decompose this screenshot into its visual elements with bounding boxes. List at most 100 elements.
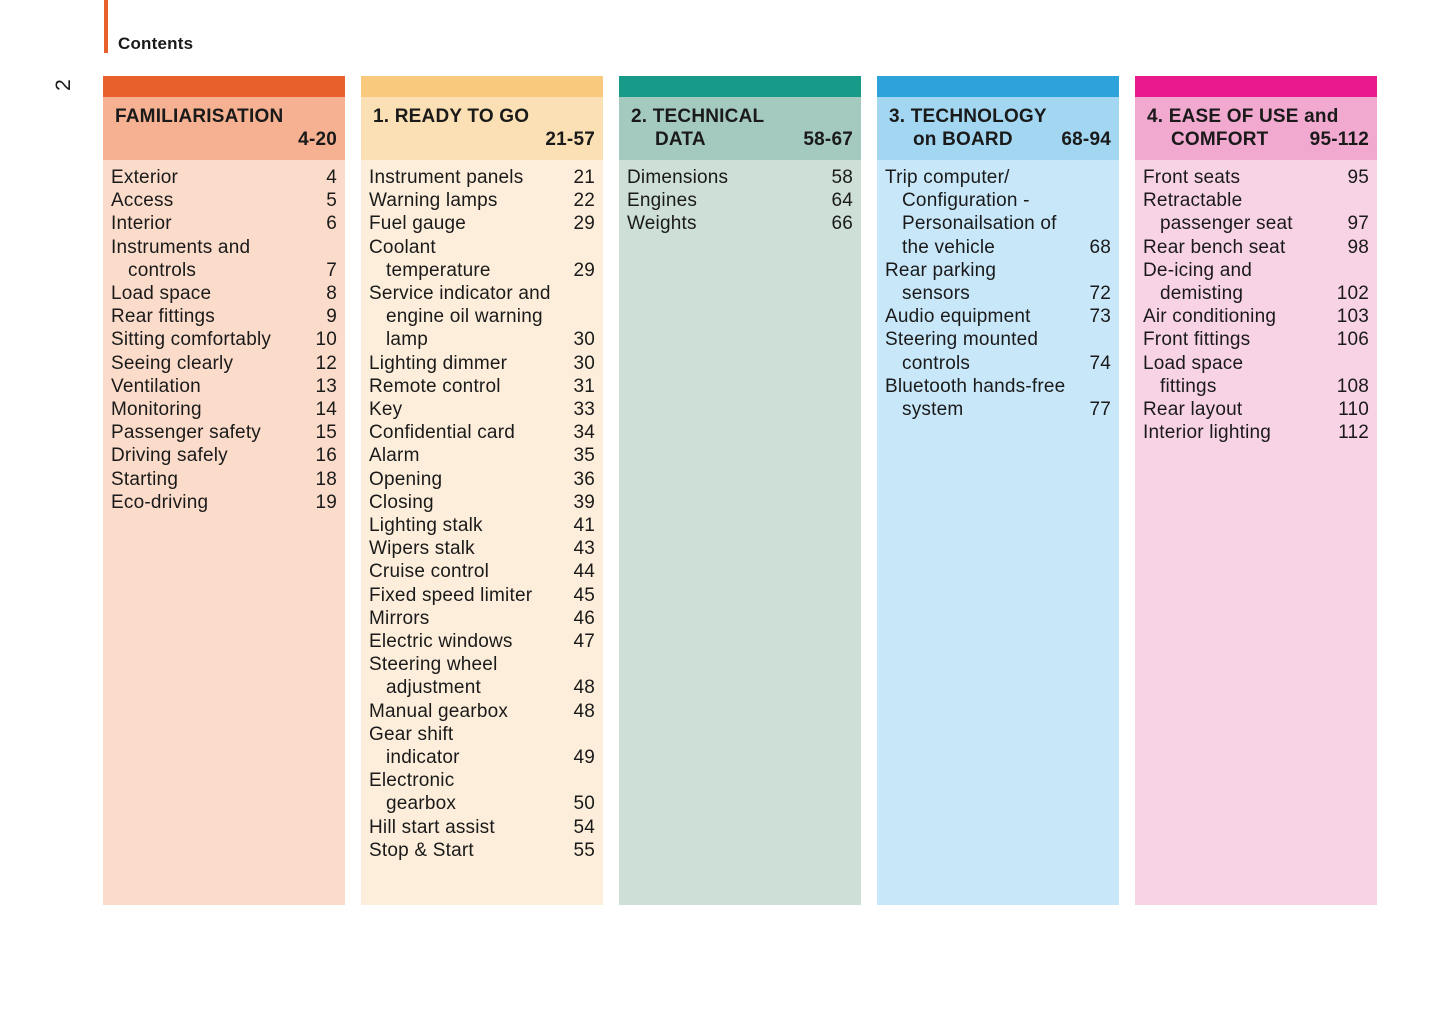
section-title: FAMILIARISATION (115, 106, 284, 127)
entry-label: Sitting comfortably (111, 329, 272, 351)
entry-page-number: 15 (315, 422, 337, 444)
entry-page-number: 12 (315, 352, 337, 374)
toc-entry: Gear shift indicator 49 (369, 723, 595, 769)
section-color-bar (103, 76, 345, 97)
entry-label: Remote control (369, 375, 501, 397)
entry-label: Key (369, 399, 403, 421)
entry-label: lamp (386, 329, 428, 351)
toc-entry: Key 33 (369, 398, 595, 421)
entry-page-number: 4 (326, 167, 337, 188)
entry-page-number: 41 (573, 515, 595, 537)
entry-label: Manual gearbox (369, 700, 509, 722)
entry-page-number: 14 (315, 399, 337, 421)
entry-label: Electronic (369, 770, 455, 792)
toc-entry: Dimensions 58 (627, 166, 853, 189)
entry-label: Load space (111, 283, 212, 305)
toc-entry: Rear bench seat 98 (1143, 236, 1369, 259)
toc-section: 1. READY TO GO 21-57 Instrument panels 21 Wa… (361, 76, 603, 905)
section-title: 1. READY TO GO (373, 106, 530, 127)
entry-label: Confidential card (369, 422, 515, 444)
entry-label: Wipers stalk (369, 538, 475, 560)
entry-label: Bluetooth hands-free (885, 375, 1066, 397)
entry-label: Eco-driving (111, 491, 209, 513)
entry-label: Opening (369, 468, 443, 490)
toc-entry: Electronic gearbox 50 (369, 769, 595, 815)
section-page-range: 4-20 (298, 129, 337, 150)
section-color-bar (877, 76, 1119, 97)
entry-page-number: 44 (573, 561, 595, 583)
section-entries: Trip computer/Configuration - Personailsa… (877, 160, 1119, 905)
entry-label: Front seats (1143, 167, 1241, 188)
entry-label: Retractable (1143, 190, 1243, 212)
section-page-range: 68-94 (1061, 129, 1111, 150)
entry-label: Electric windows (369, 631, 513, 653)
toc-entry: Access 5 (111, 189, 337, 212)
entry-page-number: 49 (573, 747, 595, 769)
entry-label: Front fittings (1143, 329, 1251, 351)
section-title-line2: DATA (655, 129, 706, 150)
section-title-line2 (115, 128, 139, 151)
entry-label: Seeing clearly (111, 352, 234, 374)
entry-page-number: 45 (573, 584, 595, 606)
toc-entry: Interior lighting 112 (1143, 421, 1369, 444)
entry-label: Steering mounted (885, 329, 1039, 351)
toc-entry: Mirrors 46 (369, 607, 595, 630)
toc-entry: Instruments and controls 7 (111, 236, 337, 282)
entry-label: engine oil warning (386, 306, 543, 328)
entry-page-number: 102 (1336, 283, 1369, 305)
entry-label: Interior lighting (1143, 422, 1272, 444)
entry-page-number: 18 (315, 468, 337, 490)
section-title-line2-row: on BOARD 68-94 (889, 128, 1111, 151)
entry-label: Coolant (369, 236, 436, 258)
entry-label: Monitoring (111, 399, 202, 421)
entry-label: passenger seat (1160, 213, 1293, 235)
entry-page-number: 55 (573, 839, 595, 861)
entry-label: fittings (1160, 375, 1217, 397)
section-color-bar (619, 76, 861, 97)
entry-label: Access (111, 190, 174, 212)
entry-page-number: 97 (1347, 213, 1369, 235)
toc-entry: Lighting stalk 41 (369, 514, 595, 537)
entry-page-number: 95 (1347, 167, 1369, 188)
entry-page-number: 30 (573, 352, 595, 374)
entry-label: Interior (111, 213, 172, 235)
entry-page-number: 74 (1089, 352, 1111, 374)
toc-entry: Warning lamps 22 (369, 189, 595, 212)
entry-label: demisting (1160, 283, 1244, 305)
toc-entry: Stop & Start 55 (369, 839, 595, 862)
toc-entry: Instrument panels 21 (369, 166, 595, 189)
entry-page-number: 110 (1338, 399, 1369, 421)
toc-entry: Fixed speed limiter 45 (369, 584, 595, 607)
entry-page-number: 108 (1336, 375, 1369, 397)
entry-label: Trip computer/ (885, 167, 1010, 188)
entry-page-number: 54 (573, 816, 595, 838)
entry-page-number: 30 (573, 329, 595, 351)
entry-label: Closing (369, 491, 434, 513)
section-entries: Dimensions 58 Engines 64 Weights 66 (619, 160, 861, 905)
toc-section: 4. EASE OF USE and COMFORT 95-112 Front sea… (1135, 76, 1377, 905)
toc-entry: Rear fittings 9 (111, 305, 337, 328)
section-title-line2-row: 4-20 (115, 128, 337, 151)
entry-page-number: 22 (573, 190, 595, 212)
entry-page-number: 16 (315, 445, 337, 467)
section-page-range: 21-57 (545, 129, 595, 150)
entry-label: Rear layout (1143, 399, 1243, 421)
toc-entry: Load space 8 (111, 282, 337, 305)
entry-page-number: 29 (573, 213, 595, 235)
toc-entry: Opening 36 (369, 468, 595, 491)
entry-label: Stop & Start (369, 839, 474, 861)
entry-page-number: 39 (573, 491, 595, 513)
toc-entry: Exterior 4 (111, 166, 337, 189)
toc-entry: Rear layout 110 (1143, 398, 1369, 421)
entry-label: De-icing and (1143, 259, 1253, 281)
toc-section: 3. TECHNOLOGY on BOARD 68-94 Trip computer/… (877, 76, 1119, 905)
section-color-bar (1135, 76, 1377, 97)
entry-label: sensors (902, 283, 970, 305)
entry-label: Engines (627, 190, 698, 212)
entry-page-number: 77 (1089, 399, 1111, 421)
toc-entry: Steering mounted controls 74 (885, 328, 1111, 374)
section-page-range: 95-112 (1309, 129, 1369, 150)
toc-entry: Engines 64 (627, 189, 853, 212)
entry-page-number: 33 (573, 399, 595, 421)
entry-page-number: 103 (1336, 306, 1369, 328)
